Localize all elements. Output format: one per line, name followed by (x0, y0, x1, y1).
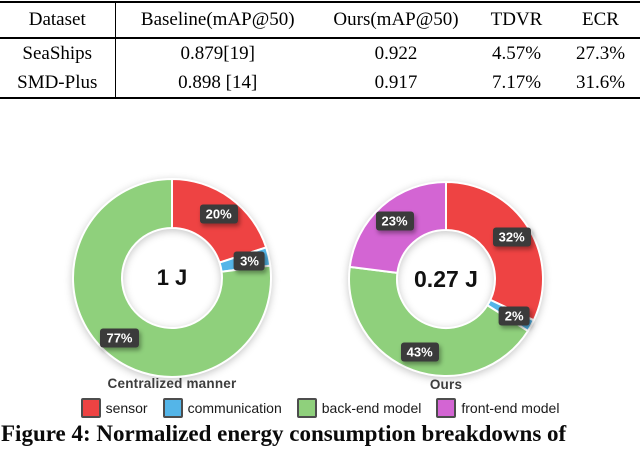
results-table-wrap: Dataset Baseline(mAP@50) Ours(mAP@50) TD… (0, 0, 640, 99)
figure-caption: Figure 4: Normalized energy consumption … (1, 421, 567, 446)
segment-label-back-end-model: 43% (400, 342, 439, 362)
segment-label-sensor: 20% (199, 204, 238, 224)
legend-swatch-communication (162, 398, 183, 418)
donut-chart-centralized: 1 J 20% 3% 77% (62, 168, 282, 388)
col-header-ours: Ours(mAP@50) (320, 2, 472, 39)
chart-title-ours: Ours (429, 377, 463, 392)
table-row-seaships: SeaShips 0.879[19] 0.922 4.57% 27.3% (0, 38, 640, 68)
cell-baseline: 0.898 [14] (178, 71, 258, 93)
chart-legend: sensor communication back-end model fron… (0, 398, 640, 418)
legend-label: front-end model (461, 400, 560, 416)
legend-item-sensor: sensor (80, 398, 148, 418)
col-header-ecr: ECR (561, 2, 640, 39)
table-row-smdplus: SMD-Plus 0.898 [14] 0.917 7.17% 31.6% (0, 68, 640, 98)
donut-segment-sensor (445, 181, 544, 322)
legend-item-frontend-model: front-end model (436, 398, 559, 418)
legend-label: back-end model (321, 400, 422, 416)
donut-segment-back-end-model (348, 265, 529, 377)
cell-dataset: SMD-Plus (0, 68, 116, 98)
cell-tdvr: 4.57% (491, 42, 542, 64)
col-header-baseline: Baseline(mAP@50) (115, 2, 320, 39)
results-table: Dataset Baseline(mAP@50) Ours(mAP@50) TD… (0, 1, 640, 99)
segment-label-sensor: 32% (492, 227, 531, 247)
col-header-dataset: Dataset (0, 2, 116, 39)
cell-tdvr: 7.17% (491, 71, 542, 93)
cell-dataset: SeaShips (0, 38, 116, 68)
donut-svg-ours (348, 181, 544, 377)
legend-swatch-sensor (80, 398, 101, 418)
donut-segment-back-end-model (72, 178, 272, 378)
cell-ecr: 27.3% (575, 42, 626, 64)
table-header-row: Dataset Baseline(mAP@50) Ours(mAP@50) TD… (0, 2, 640, 39)
legend-swatch-frontend-model (436, 398, 457, 418)
segment-label-communication: 3% (234, 251, 265, 271)
col-header-tdvr: TDVR (472, 2, 561, 39)
cell-ours: 0.917 (374, 71, 418, 93)
legend-item-communication: communication (162, 398, 282, 418)
legend-label: communication (187, 400, 282, 416)
legend-label: sensor (105, 400, 148, 416)
cell-ecr: 31.6% (575, 71, 626, 93)
segment-label-front-end-model: 23% (375, 211, 414, 231)
donut-chart-ours: 0.27 J 32% 2% 43% 23% (336, 169, 556, 389)
legend-swatch-backend-model (296, 398, 317, 418)
segment-label-communication: 2% (498, 306, 530, 326)
chart-title-centralized: Centralized manner (107, 376, 237, 391)
donut-svg-centralized (72, 178, 272, 378)
legend-item-backend-model: back-end model (296, 398, 422, 418)
cell-ours: 0.922 (374, 42, 418, 64)
cell-baseline: 0.879[19] (180, 42, 255, 64)
segment-label-back-end-model: 77% (100, 328, 139, 348)
